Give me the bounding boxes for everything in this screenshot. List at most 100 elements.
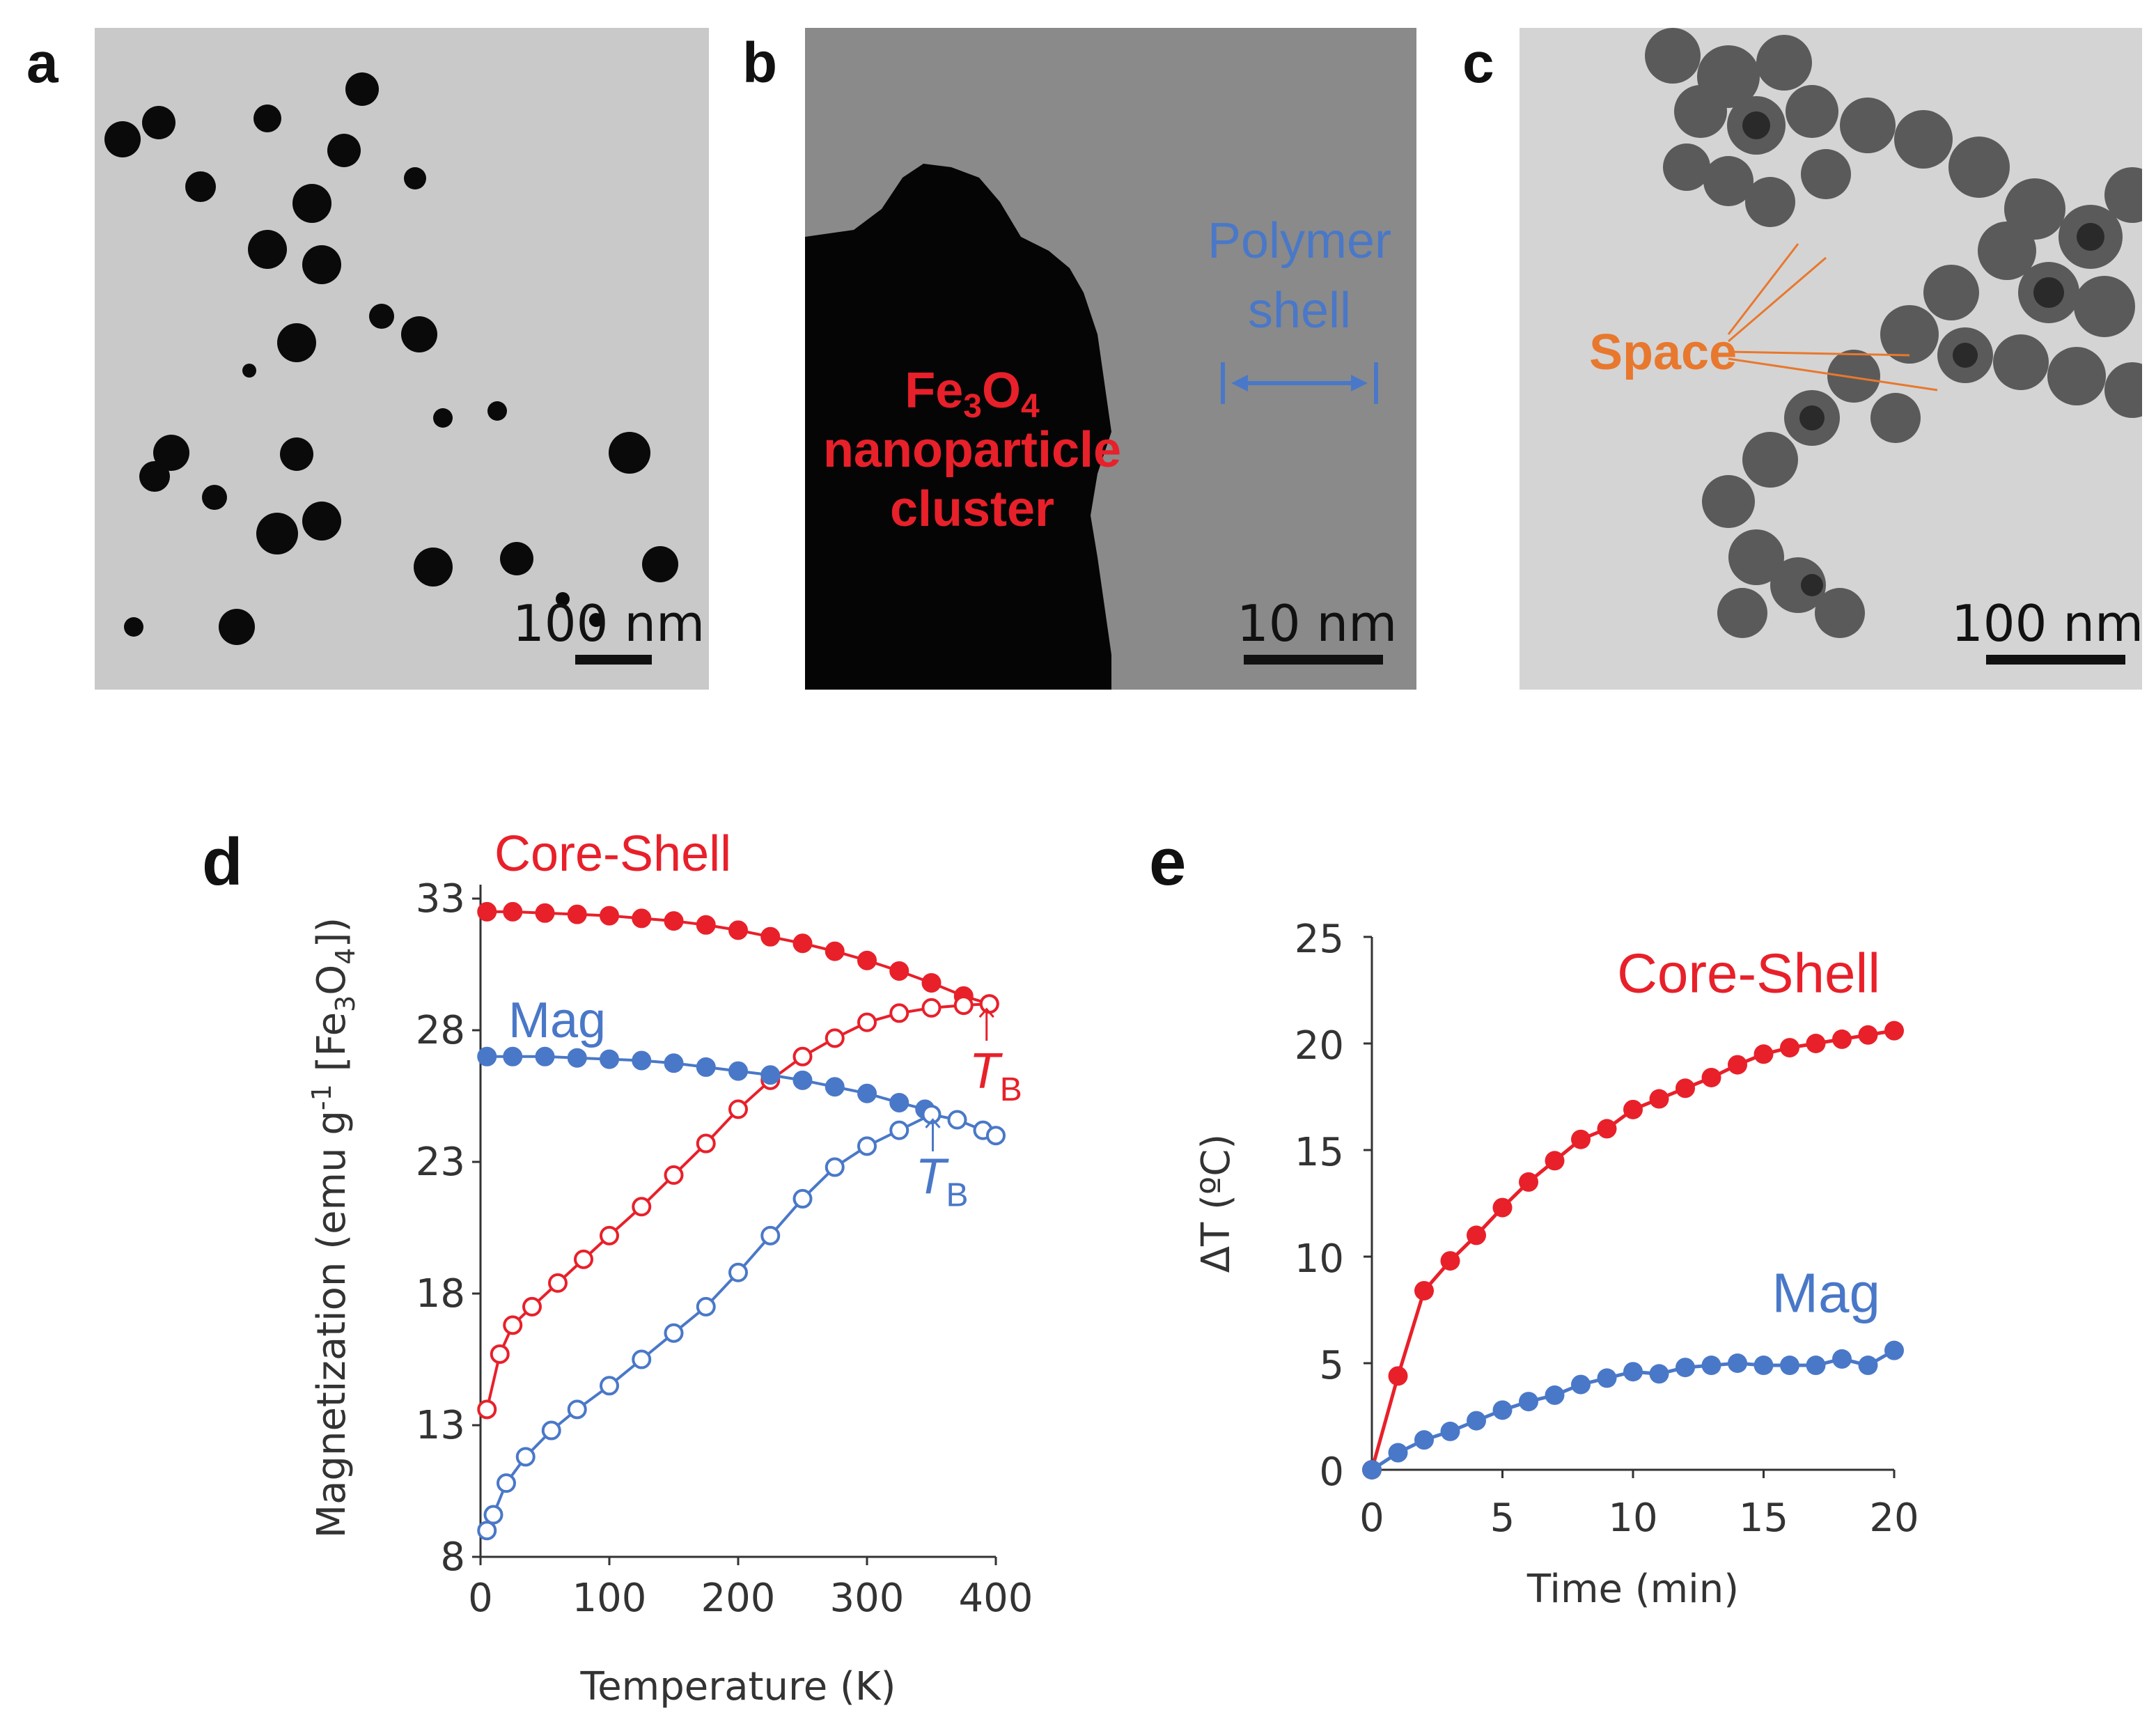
shell-thickness-arrow	[1221, 362, 1378, 404]
tb-arrowhead-core-shell	[978, 1007, 994, 1018]
x-tick-label-d: 0	[468, 1576, 493, 1621]
data-point-e	[1728, 1055, 1747, 1075]
legend-core-shell-e: Core-Shell	[1617, 942, 1880, 1004]
data-point-d	[503, 901, 523, 922]
data-point-e	[1675, 1358, 1695, 1378]
space-label: Space	[1589, 325, 1737, 380]
data-point-d	[567, 904, 587, 924]
panel-label-a: a	[26, 31, 58, 95]
chart-d-svg: 8 13 18 23 28 33 0 100 200 300 400 Temperature (K) M…	[306, 826, 1033, 1709]
data-point-d	[600, 1225, 619, 1245]
scale-bar-label-a: 100 nm	[513, 594, 705, 653]
legend-mag-e: Mag	[1772, 1262, 1880, 1324]
particles-a	[104, 72, 678, 645]
data-point-d	[600, 906, 619, 926]
data-point-e	[1571, 1374, 1591, 1395]
data-point-d	[632, 1197, 652, 1217]
data-point-e	[1806, 1034, 1826, 1053]
data-point-d	[483, 1505, 503, 1525]
data-point-d	[664, 911, 684, 931]
data-point-e	[1780, 1356, 1799, 1376]
x-tick-label-e: 5	[1490, 1496, 1515, 1541]
data-point-e	[1545, 1385, 1565, 1405]
scale-bar-label-b: 10 nm	[1237, 594, 1397, 653]
data-point-d	[696, 915, 716, 935]
data-point-d	[953, 995, 974, 1016]
x-tick-label-e: 20	[1869, 1496, 1919, 1541]
data-point-d	[979, 994, 999, 1014]
data-point-d	[760, 926, 781, 947]
data-point-d	[792, 1070, 813, 1090]
data-point-d	[947, 1110, 967, 1130]
data-point-e	[1440, 1421, 1460, 1441]
data-point-d	[889, 1092, 909, 1112]
data-point-e	[1597, 1368, 1617, 1388]
data-point-d	[490, 1344, 510, 1364]
data-point-d	[477, 1521, 497, 1541]
chart-e: 0 5 10 15 20 25 0 5 10 15 20 Time (min) ΔT (ºC) Core-…	[1142, 815, 1943, 1693]
data-point-e	[1858, 1025, 1878, 1045]
y-tick-label-d: 23	[416, 1140, 465, 1185]
data-point-d	[664, 1323, 684, 1343]
data-point-e	[1388, 1443, 1408, 1463]
y-tick-label-e: 0	[1319, 1450, 1344, 1495]
data-point-d	[857, 1012, 877, 1032]
data-point-d	[696, 1133, 716, 1154]
data-point-d	[600, 1049, 619, 1069]
data-point-d	[696, 1296, 716, 1317]
x-tick-label-d: 400	[959, 1576, 1033, 1621]
data-point-d	[574, 1249, 593, 1269]
series-line-e-0	[1370, 1029, 1895, 1470]
data-point-d	[825, 1157, 845, 1177]
panel-label-c: c	[1462, 31, 1494, 95]
data-point-e	[1884, 1340, 1904, 1360]
data-point-e	[1623, 1099, 1643, 1119]
x-tick-label-d: 200	[701, 1576, 776, 1621]
data-point-d	[632, 908, 652, 929]
data-point-d	[567, 1048, 587, 1068]
data-point-d	[857, 1083, 877, 1103]
data-point-e	[1440, 1251, 1460, 1271]
data-point-e	[1728, 1353, 1747, 1373]
data-point-d	[760, 1065, 781, 1085]
tb-arrowhead-mag	[925, 1118, 941, 1128]
y-axis-label-e: ΔT (ºC)	[1194, 1134, 1239, 1273]
chart-d: 8 13 18 23 28 33 0 100 200 300 400 Temperature (K) M…	[265, 815, 1059, 1728]
y-tick-label-e: 5	[1319, 1343, 1344, 1388]
data-point-e	[1753, 1356, 1774, 1376]
data-point-e	[1649, 1364, 1669, 1384]
data-point-e	[1649, 1089, 1669, 1109]
data-point-d	[515, 1447, 536, 1467]
scale-bar-label-c: 100 nm	[1951, 594, 2142, 653]
micrograph-b: Fe3O4 nanoparticle cluster Polymer shell…	[805, 28, 1416, 690]
panel-label-e: e	[1149, 825, 1187, 899]
scale-bar-a	[575, 655, 652, 665]
tb-label-core-shell: TB	[969, 1043, 1022, 1108]
data-point-d	[825, 941, 845, 961]
data-point-d	[728, 920, 748, 940]
data-point-d	[664, 1053, 684, 1073]
panel-label-d: d	[202, 825, 243, 899]
data-point-d	[477, 1399, 497, 1420]
data-point-e	[1362, 1460, 1382, 1480]
data-point-d	[792, 1046, 813, 1066]
shell-label-line1: Polymer	[1208, 213, 1391, 269]
data-point-d	[600, 1376, 619, 1396]
data-point-d	[541, 1420, 561, 1441]
data-point-d	[477, 901, 497, 922]
space-pointer-lines	[1727, 243, 1938, 391]
core-label-line3: cluster	[890, 481, 1054, 537]
data-point-d	[728, 1061, 748, 1081]
data-point-e	[1701, 1356, 1721, 1376]
data-point-d	[889, 961, 909, 981]
data-point-e	[1388, 1366, 1408, 1386]
y-tick-label-d: 18	[416, 1271, 465, 1317]
legend-mag-d: Mag	[508, 993, 606, 1048]
micrograph-a: 100 nm	[95, 28, 709, 690]
y-axis-label-d: Magnetization (emu g-1 [Fe3O4])	[306, 917, 361, 1538]
y-tick-label-e: 20	[1295, 1023, 1344, 1069]
y-tick-label-e: 25	[1295, 917, 1344, 962]
data-point-d	[503, 1046, 523, 1066]
data-point-d	[792, 1188, 813, 1209]
data-point-e	[1597, 1119, 1617, 1139]
